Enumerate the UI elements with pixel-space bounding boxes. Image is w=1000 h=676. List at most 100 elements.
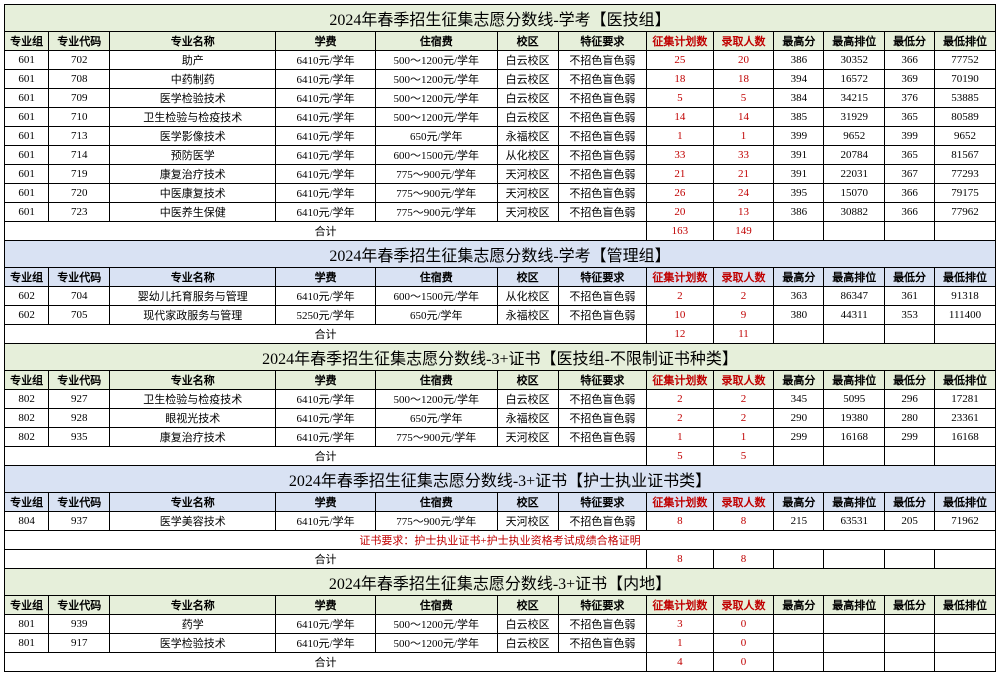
cell: 0 <box>713 634 774 653</box>
cell: 2 <box>647 287 713 306</box>
cell: 19380 <box>824 409 885 428</box>
cell: 500～1200元/学年 <box>375 108 497 127</box>
col-header: 特征要求 <box>558 268 647 287</box>
cell: 111400 <box>934 306 995 325</box>
cell: 不招色盲色弱 <box>558 51 647 70</box>
cell: 386 <box>774 203 824 222</box>
cell: 6410元/学年 <box>276 127 376 146</box>
cell: 不招色盲色弱 <box>558 306 647 325</box>
cell: 384 <box>774 89 824 108</box>
table-row: 601713医学影像技术6410元/学年650元/学年永福校区不招色盲色弱113… <box>5 127 996 146</box>
cell: 365 <box>885 146 935 165</box>
cell: 2 <box>647 390 713 409</box>
cell: 永福校区 <box>497 409 558 428</box>
col-header: 征集计划数 <box>647 32 713 51</box>
header-row: 专业组专业代码专业名称学费住宿费校区特征要求征集计划数录取人数最高分最高排位最低… <box>5 268 996 287</box>
cell: 702 <box>49 51 110 70</box>
cell: 白云校区 <box>497 615 558 634</box>
cell <box>934 615 995 634</box>
cell: 预防医学 <box>110 146 276 165</box>
cell <box>934 634 995 653</box>
cell: 医学检验技术 <box>110 89 276 108</box>
cell: 296 <box>885 390 935 409</box>
cell: 399 <box>774 127 824 146</box>
blank <box>934 447 995 466</box>
total-row: 合计88 <box>5 550 996 569</box>
cell: 20 <box>647 203 713 222</box>
cell: 601 <box>5 89 49 108</box>
cell: 1 <box>647 634 713 653</box>
col-header: 专业代码 <box>49 493 110 512</box>
table-row: 601719康复治疗技术6410元/学年775～900元/学年天河校区不招色盲色… <box>5 165 996 184</box>
blank <box>885 447 935 466</box>
cell: 6410元/学年 <box>276 428 376 447</box>
cell: 385 <box>774 108 824 127</box>
cell: 775～900元/学年 <box>375 428 497 447</box>
col-header: 最低分 <box>885 32 935 51</box>
cell: 500～1200元/学年 <box>375 70 497 89</box>
table-row: 802935康复治疗技术6410元/学年775～900元/学年天河校区不招色盲色… <box>5 428 996 447</box>
cell: 卫生检验与检疫技术 <box>110 390 276 409</box>
cell: 21 <box>713 165 774 184</box>
blank <box>885 550 935 569</box>
cell: 不招色盲色弱 <box>558 146 647 165</box>
cell: 720 <box>49 184 110 203</box>
cell: 天河校区 <box>497 512 558 531</box>
col-header: 特征要求 <box>558 596 647 615</box>
cell: 713 <box>49 127 110 146</box>
col-header: 录取人数 <box>713 32 774 51</box>
cell: 6410元/学年 <box>276 203 376 222</box>
cell: 康复治疗技术 <box>110 428 276 447</box>
cell: 眼视光技术 <box>110 409 276 428</box>
cell <box>774 634 824 653</box>
col-header: 最高排位 <box>824 268 885 287</box>
cell: 391 <box>774 146 824 165</box>
cell: 不招色盲色弱 <box>558 70 647 89</box>
header-row: 专业组专业代码专业名称学费住宿费校区特征要求征集计划数录取人数最高分最高排位最低… <box>5 32 996 51</box>
cell: 不招色盲色弱 <box>558 89 647 108</box>
cell: 2 <box>713 390 774 409</box>
cell: 601 <box>5 127 49 146</box>
cell: 医学美容技术 <box>110 512 276 531</box>
cell: 708 <box>49 70 110 89</box>
cell: 366 <box>885 51 935 70</box>
cell: 601 <box>5 51 49 70</box>
cell: 31929 <box>824 108 885 127</box>
col-header: 录取人数 <box>713 493 774 512</box>
cell: 不招色盲色弱 <box>558 409 647 428</box>
col-header: 特征要求 <box>558 493 647 512</box>
cell: 394 <box>774 70 824 89</box>
cell: 79175 <box>934 184 995 203</box>
col-header: 最高分 <box>774 371 824 390</box>
cell: 365 <box>885 108 935 127</box>
cell: 650元/学年 <box>375 127 497 146</box>
cell: 345 <box>774 390 824 409</box>
col-header: 录取人数 <box>713 596 774 615</box>
cell: 不招色盲色弱 <box>558 512 647 531</box>
col-header: 学费 <box>276 371 376 390</box>
blank <box>824 222 885 241</box>
total-label: 合计 <box>5 222 647 241</box>
cell: 395 <box>774 184 824 203</box>
cell: 369 <box>885 70 935 89</box>
col-header: 最低分 <box>885 493 935 512</box>
table-row: 601702助产6410元/学年500～1200元/学年白云校区不招色盲色弱25… <box>5 51 996 70</box>
cell: 53885 <box>934 89 995 108</box>
cell: 71962 <box>934 512 995 531</box>
cell: 710 <box>49 108 110 127</box>
cell: 白云校区 <box>497 108 558 127</box>
blank <box>934 550 995 569</box>
cell <box>885 615 935 634</box>
cell: 不招色盲色弱 <box>558 428 647 447</box>
section-title-row: 2024年春季招生征集志愿分数线-3+证书【内地】 <box>5 569 996 596</box>
cell: 30352 <box>824 51 885 70</box>
cell: 20 <box>713 51 774 70</box>
cell: 801 <box>5 615 49 634</box>
col-header: 专业名称 <box>110 493 276 512</box>
cell: 927 <box>49 390 110 409</box>
blank <box>824 653 885 672</box>
blank <box>885 325 935 344</box>
blank <box>774 550 824 569</box>
cell: 939 <box>49 615 110 634</box>
cell: 363 <box>774 287 824 306</box>
